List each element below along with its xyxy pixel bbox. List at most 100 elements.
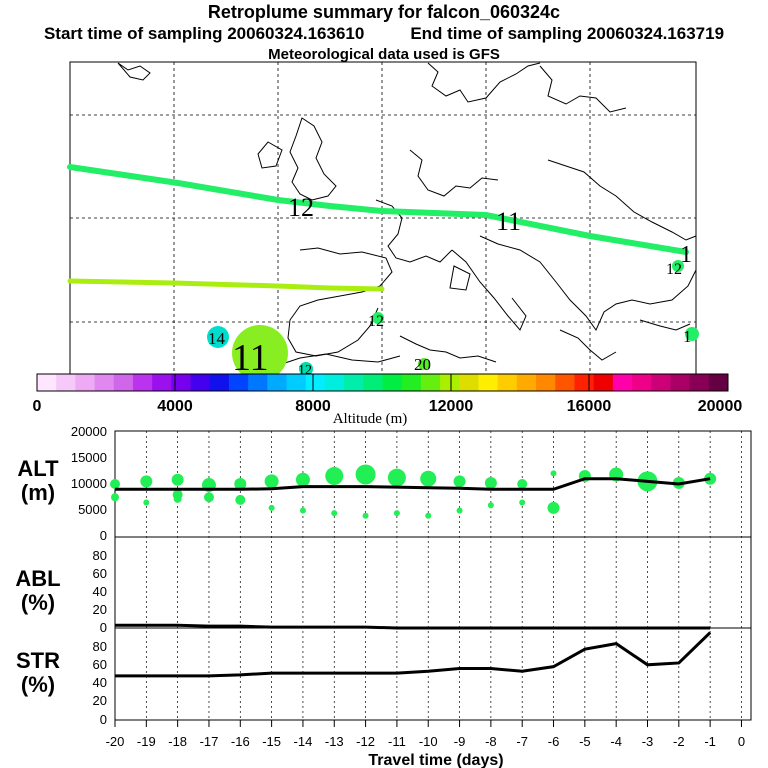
x-tick-label: -2 <box>673 734 685 749</box>
abl-y-tick: 60 <box>93 566 107 581</box>
map-label-11a: 11 <box>496 207 521 236</box>
panels-frame <box>114 430 752 721</box>
map-label-20: 20 <box>414 355 431 374</box>
alt-cluster-dot <box>547 501 560 514</box>
colorbar-cell <box>324 374 345 391</box>
colorbar-cell <box>593 374 614 391</box>
panel-labels: ALT (m) ABL (%) STR (%) <box>15 456 60 697</box>
colorbar-cell <box>459 374 479 391</box>
x-tick-label: -15 <box>262 734 281 749</box>
abl-line <box>115 623 711 630</box>
colorbar-cell <box>56 374 76 391</box>
alt-cluster-dot <box>362 512 369 519</box>
map-label-12c: 12 <box>368 313 384 330</box>
alt-cluster-dot <box>425 512 432 519</box>
end-time-label: End time of sampling 20060324.163719 <box>410 24 725 43</box>
colorbar-tick: 8000 <box>295 398 331 415</box>
alt-cluster-dot <box>519 499 526 506</box>
colorbar-tick: 20000 <box>698 398 743 415</box>
str-y-tick: 60 <box>93 657 107 672</box>
x-tick-label: -7 <box>516 734 528 749</box>
plume-tracks <box>67 164 689 292</box>
x-tick-label: -14 <box>294 734 313 749</box>
x-tick-label: -3 <box>642 734 654 749</box>
alt-cluster-dot <box>453 475 466 488</box>
chart-title: Retroplume summary for falcon_060324c <box>207 2 561 22</box>
colorbar-tick: 16000 <box>567 398 612 415</box>
alt-cluster-dot <box>171 473 184 486</box>
alt-cluster-dot <box>111 493 119 502</box>
map-label-11b: 11 <box>232 337 269 379</box>
x-tick-label: -4 <box>610 734 622 749</box>
colorbar-ticks: 0 4000 8000 12000 16000 20000 <box>33 398 743 415</box>
x-tick-label: -20 <box>106 734 125 749</box>
x-tick-labels: -20 -19 -18 -17 -16 -15 -14 -13 -12 -11 -10 -9 -8 -7-… <box>106 734 745 749</box>
alt-cluster-dot <box>234 478 247 490</box>
colorbar-cell <box>478 374 499 391</box>
x-tick-label: -8 <box>485 734 497 749</box>
abl-y-tick: 80 <box>93 548 107 563</box>
str-line <box>115 631 712 678</box>
colorbar-cell <box>708 374 729 391</box>
x-tick-label: -12 <box>356 734 375 749</box>
str-y-tick: 80 <box>93 639 107 654</box>
colorbar-cell <box>344 374 364 391</box>
x-tick-label: -16 <box>231 734 250 749</box>
marker-12c <box>372 312 384 324</box>
coastlines <box>117 62 697 367</box>
str-y-tick: 40 <box>93 675 107 690</box>
colorbar-cell <box>382 374 403 391</box>
alt-cluster-dot <box>393 510 400 517</box>
marker-14 <box>207 326 229 348</box>
alt-cluster-dot <box>173 494 182 503</box>
x-tick-label: -13 <box>325 734 344 749</box>
colorbar-cell <box>420 374 441 391</box>
x-tick-label: -6 <box>548 734 560 749</box>
x-tick-label: -9 <box>454 734 466 749</box>
colorbar-cell <box>670 374 691 391</box>
alt-cluster-dot <box>295 472 310 487</box>
alt-cluster-dot <box>268 504 275 511</box>
sampling-times: Start time of sampling 20060324.163610 En… <box>0 24 768 44</box>
map-markers <box>207 260 699 381</box>
colorbar-cell <box>632 374 652 391</box>
start-time-label: Start time of sampling 20060324.163610 <box>43 24 365 43</box>
colorbar-cell <box>305 374 326 391</box>
colorbar-cell <box>612 374 633 391</box>
colorbar-cell <box>75 374 95 391</box>
colorbar-title: Altitude (m) <box>333 411 408 427</box>
alt-cluster-dot <box>235 494 246 505</box>
alt-line <box>115 477 711 491</box>
colorbar-cell <box>651 374 671 391</box>
alt-cluster-dot <box>264 474 279 489</box>
x-tick-label: -19 <box>137 734 156 749</box>
alt-cluster-dot <box>331 510 338 517</box>
map-label-1a: 1 <box>680 242 692 268</box>
alt-unit: (m) <box>21 480 55 505</box>
alt-y-tick: 20000 <box>71 424 107 439</box>
colorbar-cell <box>171 374 191 391</box>
x-axis-label: Travel time (days) <box>368 752 503 768</box>
alt-cluster-dot <box>456 507 463 514</box>
abl-y-tick: 40 <box>93 584 107 599</box>
alt-cluster-dots <box>110 464 717 519</box>
colorbar-cell <box>190 374 211 391</box>
alt-y-tick: 0 <box>100 528 107 543</box>
alt-y-tick: 5000 <box>78 502 107 517</box>
marker-12b <box>672 260 684 272</box>
alt-cluster-dot <box>487 502 494 509</box>
str-label: STR <box>16 648 60 673</box>
colorbar-cell <box>248 374 268 391</box>
str-y-tick: 0 <box>100 712 107 727</box>
alt-cluster-dot <box>355 464 376 485</box>
alt-y-tick: 15000 <box>71 450 107 465</box>
x-tick-label: -18 <box>168 734 187 749</box>
alt-cluster-dot <box>299 507 306 514</box>
marker-large <box>232 325 288 381</box>
str-unit: (%) <box>21 672 55 697</box>
met-data-label: Meteorological data used is GFS <box>268 46 500 63</box>
alt-cluster-dot <box>484 476 497 489</box>
x-tick-label: -10 <box>419 734 438 749</box>
colorbar-cell <box>152 374 172 391</box>
x-tick-label: -5 <box>579 734 591 749</box>
